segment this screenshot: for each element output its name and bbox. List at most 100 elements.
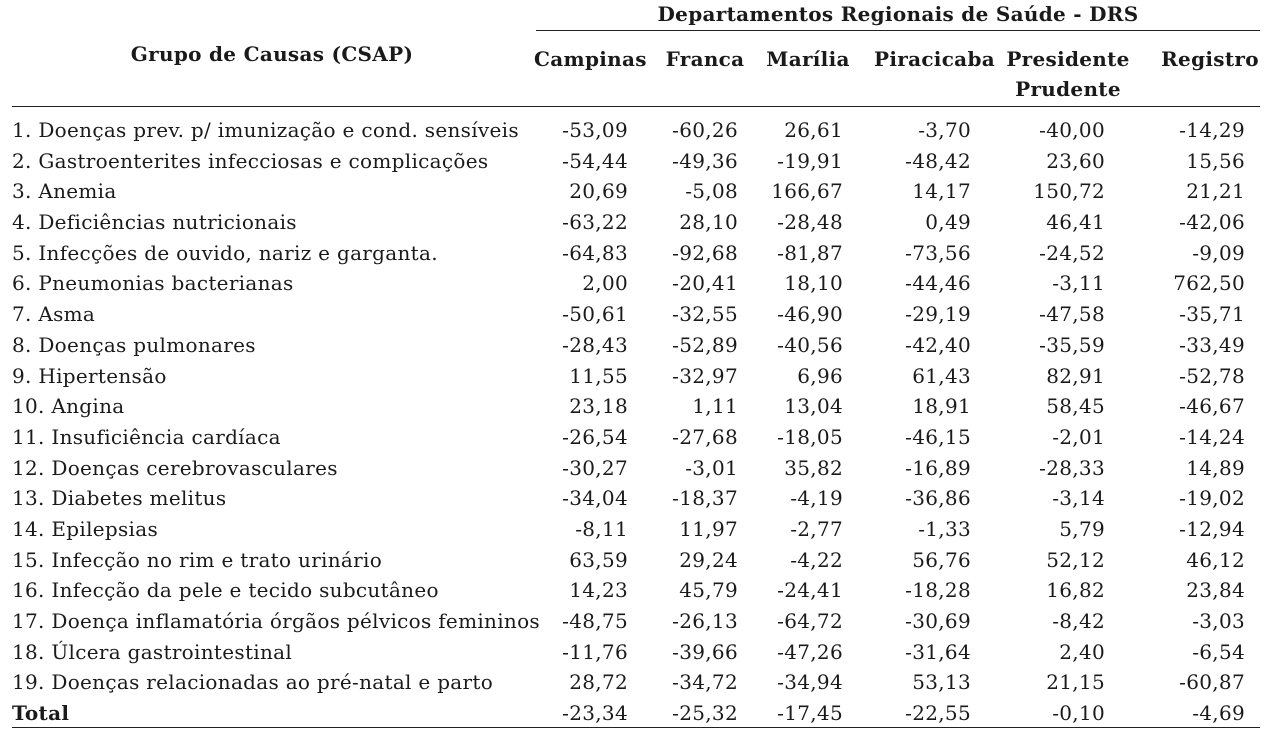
row-value: 2,00: [582, 271, 628, 296]
row-value: -18,37: [672, 486, 738, 511]
row-value: 150,72: [1033, 179, 1105, 204]
row-value: 52,12: [1046, 547, 1105, 572]
row-value: -2,01: [1052, 424, 1105, 449]
row-value: -4,19: [790, 486, 843, 511]
row-value: -33,49: [1179, 332, 1245, 357]
row-value: -3,03: [1192, 609, 1245, 633]
row-value: -64,72: [777, 609, 843, 633]
row-value: 46,12: [1186, 547, 1245, 572]
row-value: -34,94: [777, 670, 843, 695]
table-row: 16. Infecção da pele e tecido subcutâneo…: [0, 574, 1267, 605]
table-row: 10. Angina 23,18 1,11 13,04 18,91 58,45 -46,67: [0, 390, 1267, 421]
column-header-piracicaba: Piracicaba: [874, 44, 995, 74]
table-row: 18. Úlcera gastrointestinal -11,76 -39,66 -…: [0, 636, 1267, 667]
row-value: -52,89: [672, 332, 738, 357]
row-value: -22,55: [905, 701, 971, 726]
row-label: 4. Deficiências nutricionais: [12, 210, 297, 235]
column-header-line1: Registro: [1161, 47, 1259, 71]
table-row: 3. Anemia 20,69 -5,08 166,67 14,17 150,72 21,2…: [0, 175, 1267, 206]
row-value: 14,89: [1186, 455, 1245, 480]
row-value: -8,42: [1052, 609, 1105, 633]
row-value: -73,56: [905, 240, 971, 265]
row-value: -46,15: [905, 424, 971, 449]
table-body: 1. Doenças prev. p/ imunização e cond. s…: [0, 114, 1267, 728]
row-value: -47,58: [1039, 302, 1105, 327]
super-header-rule: [536, 30, 1260, 31]
row-label: 10. Angina: [12, 394, 125, 419]
table-row: 5. Infecções de ouvido, nariz e garganta…: [0, 237, 1267, 268]
row-value: 1,11: [692, 394, 738, 419]
row-label: 17. Doença inflamatória órgãos pélvicos …: [12, 609, 540, 633]
row-value: -14,29: [1179, 118, 1245, 142]
table-row: 1. Doenças prev. p/ imunização e cond. s…: [0, 114, 1267, 145]
row-value: -46,90: [777, 302, 843, 327]
row-value: -12,94: [1179, 516, 1245, 541]
row-value: 762,50: [1173, 271, 1245, 296]
row-value: -50,61: [562, 302, 628, 327]
row-value: -2,77: [790, 516, 843, 541]
table-row: 8. Doenças pulmonares -28,43 -52,89 -40,56 -…: [0, 329, 1267, 360]
column-header-line1: Presidente: [1006, 47, 1130, 71]
row-value: 46,41: [1046, 210, 1105, 235]
row-value: 82,91: [1046, 363, 1105, 388]
row-value: 11,97: [679, 516, 738, 541]
row-value: -35,59: [1039, 332, 1105, 357]
row-value: 23,84: [1186, 578, 1245, 603]
row-value: -29,19: [905, 302, 971, 327]
row-value: 14,23: [569, 578, 628, 603]
table-row: 6. Pneumonias bacterianas 2,00 -20,41 18,10…: [0, 267, 1267, 298]
bottom-rule: [12, 727, 1260, 728]
row-value: -92,68: [672, 240, 738, 265]
row-label: 15. Infecção no rim e trato urinário: [12, 547, 383, 572]
column-header-registro: Registro: [1158, 44, 1262, 74]
table-row: 9. Hipertensão 11,55 -32,97 6,96 61,43 82,91 -…: [0, 360, 1267, 391]
row-value: -24,52: [1039, 240, 1105, 265]
row-value: -4,69: [1192, 701, 1245, 726]
row-value: 28,72: [569, 670, 628, 695]
row-value: -3,01: [685, 455, 738, 480]
table-row: 2. Gastroenterites infecciosas e complic…: [0, 145, 1267, 176]
row-value: -53,09: [562, 118, 628, 142]
row-value: 14,17: [912, 179, 971, 204]
row-value: -49,36: [672, 148, 738, 173]
row-value: -1,33: [918, 516, 971, 541]
row-value: -8,11: [575, 516, 628, 541]
row-value: -27,68: [672, 424, 738, 449]
row-value: 63,59: [569, 547, 628, 572]
row-value: -30,27: [562, 455, 628, 480]
row-value: -64,83: [562, 240, 628, 265]
row-value: -36,86: [905, 486, 971, 511]
header-rule: [12, 106, 1260, 107]
row-value: 6,96: [797, 363, 843, 388]
row-label: 19. Doenças relacionadas ao pré-natal e …: [12, 670, 494, 695]
row-value: -48,75: [562, 609, 628, 633]
row-value: -52,78: [1179, 363, 1245, 388]
row-value: -31,64: [905, 639, 971, 664]
row-value: 28,10: [679, 210, 738, 235]
row-value: -4,22: [790, 547, 843, 572]
table-row: 19. Doenças relacionadas ao pré-natal e …: [0, 666, 1267, 697]
column-header-line1: Piracicaba: [874, 47, 995, 71]
table-row: 11. Insuficiência cardíaca -26,54 -27,68 -1…: [0, 421, 1267, 452]
total-row: Total -23,34 -25,32 -17,45 -22,55 -0,10 -4,69: [0, 697, 1267, 728]
row-value: -26,54: [562, 424, 628, 449]
row-value: -20,41: [672, 271, 738, 296]
row-value: -14,24: [1179, 424, 1245, 449]
row-value: 29,24: [679, 547, 738, 572]
row-value: -3,11: [1052, 271, 1105, 296]
row-value: -35,71: [1179, 302, 1245, 327]
row-value: -63,22: [562, 210, 628, 235]
row-value: 26,61: [784, 118, 843, 142]
row-value: -19,02: [1179, 486, 1245, 511]
row-value: 21,21: [1186, 179, 1245, 204]
row-value: -28,33: [1039, 455, 1105, 480]
row-value: -47,26: [777, 639, 843, 664]
row-value: 58,45: [1046, 394, 1105, 419]
row-value: -40,00: [1039, 118, 1105, 142]
row-label: 16. Infecção da pele e tecido subcutâneo: [12, 578, 439, 603]
row-value: -32,97: [672, 363, 738, 388]
row-label: 7. Asma: [12, 302, 96, 327]
row-value: -3,70: [918, 118, 971, 142]
table-row: 17. Doença inflamatória órgãos pélvicos …: [0, 605, 1267, 636]
